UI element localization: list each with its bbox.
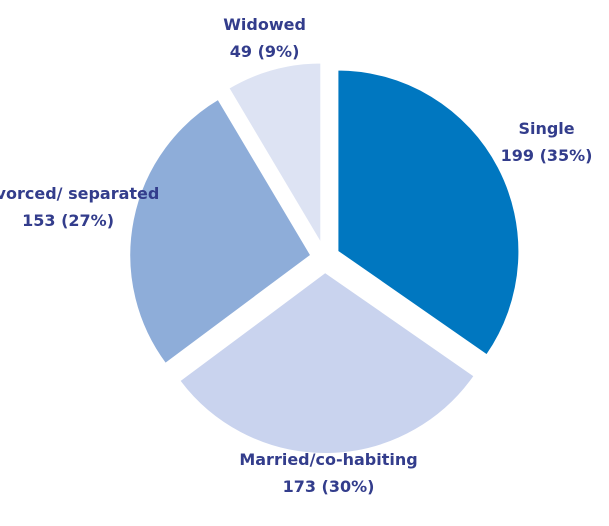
value-label: 199 (35%) xyxy=(500,146,593,166)
slice-label: Single 199 (35%) xyxy=(492,115,602,169)
slice-label: Married/co-habiting 173 (30%) xyxy=(229,446,429,500)
value-label: 49 (9%) xyxy=(229,42,300,62)
value-label: 153 (27%) xyxy=(22,210,114,230)
value-label: 173 (30%) xyxy=(282,476,375,496)
pie-slice xyxy=(128,97,313,366)
category-label: Divorced/ separated xyxy=(0,183,160,203)
pie-slice xyxy=(177,270,477,455)
category-label: Widowed xyxy=(223,15,306,35)
pie-slice xyxy=(226,61,323,249)
slice-label: Widowed 49 (9%) xyxy=(210,11,320,65)
slice-label: Divorced/ separated 153 (27%) xyxy=(0,180,168,234)
pie-slice xyxy=(336,68,521,357)
category-label: Married/co-habiting xyxy=(239,449,418,469)
category-label: Single xyxy=(518,119,575,139)
